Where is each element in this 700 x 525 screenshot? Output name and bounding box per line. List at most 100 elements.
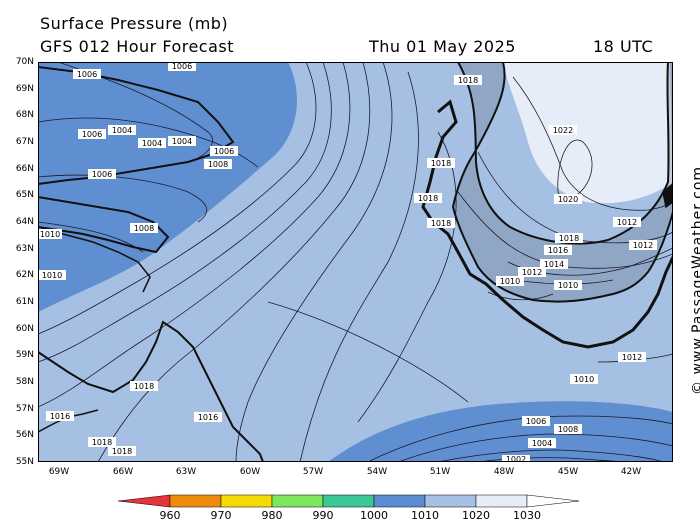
isobar-label-text: 1018 [418,194,438,203]
isobar-label-text: 1018 [458,76,478,85]
labrador-coast [38,320,264,462]
colorbar-segment [322,494,375,508]
lat-label: 62N [15,270,34,280]
isobar-label-text: 1010 [558,281,578,290]
isobar-label-text: 1006 [92,170,112,179]
lat-label: 63N [15,244,34,254]
isobar-label: 1012 [613,217,641,227]
lon-label: 48W [493,467,515,477]
isobar-label-text: 1018 [431,219,451,228]
credit-text: © www.PassageWeather.com [690,165,700,395]
lon-label: 63W [175,467,197,477]
lon-label: 45W [557,467,579,477]
isobar-label-text: 1010 [574,375,594,384]
isobar-label: 1010 [496,276,524,286]
isobar-label-text: 1006 [172,62,192,71]
lon-label: 42W [620,467,642,477]
isobar-label: 1010 [38,270,66,280]
isobar-labels: 1006 1006 1018 1004 1006 1004 1004 1006 … [38,62,657,462]
isobar-label: 1006 [168,62,196,71]
lon-label: 60W [239,467,261,477]
colorbar-label: 960 [159,509,181,522]
isobar-label-text: 1006 [82,130,102,139]
isobar-label: 1004 [108,125,136,135]
isobar-label: 1022 [549,125,577,135]
isobar-label-text: 1016 [50,412,70,421]
isobar-label: 1018 [427,158,455,168]
lat-label: 59N [15,350,34,360]
isobar-label: 1002 [502,455,530,462]
forecast-subtitle: GFS 012 Hour Forecast [40,37,235,56]
lat-label: 67N [15,137,34,147]
isobar-label-text: 1012 [522,268,542,277]
lat-label: 61N [15,297,34,307]
lat-label: 56N [15,430,34,440]
high-pressure-greenland [503,62,673,204]
chart-title: Surface Pressure (mb) [40,14,229,33]
isobar-label: 1012 [629,240,657,250]
isobar-label: 1018 [88,437,116,447]
isobar-label-text: 1012 [617,218,637,227]
isobar-label: 1014 [540,259,568,269]
isobar-label: 1010 [570,374,598,384]
iceland-edge [662,183,673,209]
colorbar-segment [118,494,171,508]
isobar-label-text: 1018 [92,438,112,447]
isobar-label-text: 1010 [40,230,60,239]
isobar-label: 1018 [130,381,158,391]
isobar-label-text: 1004 [112,126,132,135]
isobar-label-text: 1004 [532,439,552,448]
isobar-label-text: 1006 [526,417,546,426]
isobar-label: 1006 [88,169,116,179]
isobar-label: 1016 [46,411,74,421]
colorbar-segment [169,494,222,508]
lon-label: 54W [366,467,388,477]
isobar-label-text: 1012 [622,353,642,362]
isobar-label: 1018 [414,193,442,203]
colorbar-segment [424,494,477,508]
colorbar-segment [271,494,324,508]
isobar-label-text: 1014 [544,260,564,269]
isobar-label-text: 1016 [548,246,568,255]
isobar-label: 1006 [78,129,106,139]
colorbar-segment [373,494,426,508]
isobar-label-text: 1004 [142,139,162,148]
colorbar-label: 1000 [360,509,388,522]
isobar-label-text: 1002 [506,455,526,462]
isobar-label: 1020 [554,194,582,204]
lat-label: 57N [15,404,34,414]
isobar-label-text: 1016 [198,413,218,422]
isobar-label: 1010 [554,280,582,290]
lat-label: 69N [15,84,34,94]
colorbar-label: 1010 [411,509,439,522]
isobar-label: 1016 [194,412,222,422]
isobar-label: 1008 [130,223,158,233]
lat-label: 68N [15,110,34,120]
isobar-label: 1012 [518,267,546,277]
colorbar-label: 990 [312,509,334,522]
colorbar-segment [526,494,580,508]
colorbar-label: 1020 [462,509,490,522]
isobar-label-text: 1018 [559,234,579,243]
isobar-label: 1010 [38,229,62,239]
lat-label: 60N [15,324,34,334]
isobar-label: 1008 [204,159,232,169]
isobar-label-text: 1010 [500,277,520,286]
isobar-label-text: 1020 [558,195,578,204]
isobar-label-text: 1018 [134,382,154,391]
isobar-label-text: 1006 [214,147,234,156]
greenland-coast [451,62,673,303]
pressure-colorbar [118,494,580,508]
lat-label: 58N [15,377,34,387]
isobar-label-text: 1018 [112,447,132,456]
hudson-strait-coast [38,226,151,293]
greenland-south-coast [421,99,673,349]
lon-label: 66W [112,467,134,477]
isobar-label-text: 1012 [633,241,653,250]
colorbar-segment [475,494,528,508]
isobar-label: 1018 [555,233,583,243]
colorbar-label: 1030 [513,509,541,522]
lat-label: 65N [15,190,34,200]
isobar-label-text: 1022 [553,126,573,135]
isobar-label: 1006 [522,416,550,426]
